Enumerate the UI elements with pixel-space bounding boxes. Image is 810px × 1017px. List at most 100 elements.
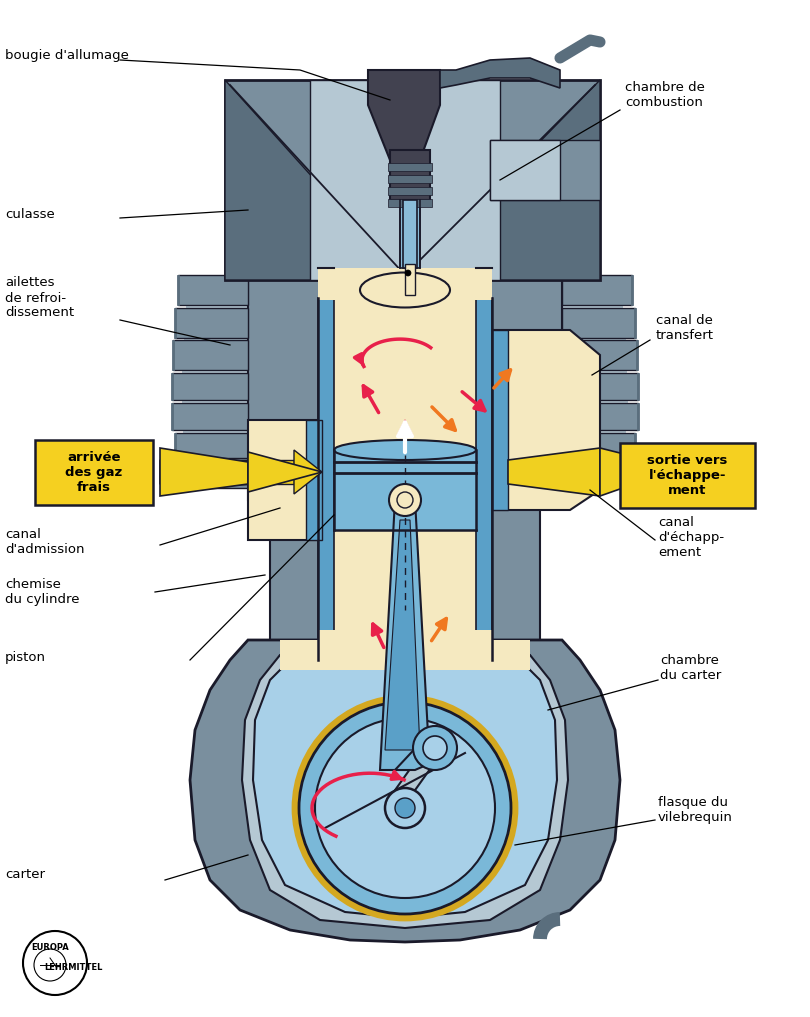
Circle shape [299,702,511,914]
Polygon shape [294,450,322,494]
Text: chemise
du cylindre: chemise du cylindre [5,578,79,606]
Polygon shape [172,373,248,400]
Bar [620,443,755,508]
Text: carter: carter [5,869,45,882]
Polygon shape [440,58,560,88]
Circle shape [385,788,425,828]
Text: LEHRMITTEL: LEHRMITTEL [44,962,102,971]
Polygon shape [508,448,600,496]
Polygon shape [368,70,440,160]
Polygon shape [270,490,540,640]
Circle shape [23,931,87,995]
Polygon shape [562,373,638,400]
Polygon shape [182,400,248,403]
Polygon shape [248,452,322,492]
Polygon shape [184,338,248,340]
Polygon shape [178,460,248,488]
Polygon shape [388,163,432,171]
Polygon shape [403,200,417,268]
Text: canal
d'échapp-
ement: canal d'échapp- ement [658,517,724,559]
Polygon shape [242,655,568,928]
Text: bougie d'allumage: bougie d'allumage [5,49,129,61]
Polygon shape [400,200,420,268]
Polygon shape [405,264,415,295]
Polygon shape [172,403,248,430]
Text: piston: piston [5,651,46,663]
Polygon shape [186,305,248,308]
Polygon shape [562,460,632,488]
Circle shape [293,696,517,920]
Text: canal
d'admission: canal d'admission [5,528,84,556]
Polygon shape [175,308,248,338]
Polygon shape [405,80,600,280]
Polygon shape [562,275,632,305]
Polygon shape [562,433,635,458]
Polygon shape [318,268,492,300]
Text: culasse: culasse [5,207,55,221]
Polygon shape [248,420,322,540]
Polygon shape [182,370,248,373]
Polygon shape [306,420,322,540]
Polygon shape [490,140,600,200]
Polygon shape [385,520,420,750]
Polygon shape [183,430,248,433]
Circle shape [397,492,413,508]
Text: sortie vers
l'échappe-
ment: sortie vers l'échappe- ment [647,454,727,497]
Circle shape [423,736,447,760]
Circle shape [395,798,415,818]
Polygon shape [186,458,248,460]
Polygon shape [175,433,248,458]
Polygon shape [388,187,432,195]
Text: canal de
transfert: canal de transfert [656,314,714,342]
Polygon shape [562,305,623,308]
Polygon shape [388,175,432,183]
Polygon shape [380,500,430,770]
Circle shape [315,718,495,898]
Polygon shape [562,308,635,338]
Polygon shape [334,450,476,530]
Polygon shape [160,460,248,484]
Text: EUROPA: EUROPA [31,943,69,952]
Polygon shape [492,330,600,510]
Polygon shape [160,460,294,484]
Polygon shape [393,747,445,793]
Polygon shape [253,660,557,918]
Polygon shape [390,149,430,200]
Polygon shape [490,140,560,200]
Text: arrivée
des gaz
frais: arrivée des gaz frais [66,451,122,494]
Polygon shape [562,370,627,373]
Ellipse shape [334,440,476,460]
Polygon shape [318,630,492,660]
Polygon shape [160,448,248,496]
Polygon shape [318,290,492,660]
Text: flasque du
vilebrequin: flasque du vilebrequin [658,796,733,824]
Polygon shape [310,80,500,280]
Polygon shape [562,430,626,433]
Ellipse shape [360,273,450,307]
Polygon shape [476,298,492,660]
Polygon shape [318,298,334,660]
Circle shape [34,949,66,981]
Text: ailettes
de refroi-
dissement: ailettes de refroi- dissement [5,277,75,319]
Polygon shape [225,80,405,280]
Polygon shape [160,460,248,484]
Circle shape [413,726,457,770]
Polygon shape [225,80,600,280]
Circle shape [405,270,411,276]
Bar [35,440,153,505]
Polygon shape [600,448,680,496]
Polygon shape [562,400,628,403]
Polygon shape [173,340,248,370]
Text: chambre de
combustion: chambre de combustion [625,81,705,109]
Polygon shape [388,199,432,207]
Text: chambre
du carter: chambre du carter [660,654,721,682]
Polygon shape [562,338,626,340]
Polygon shape [190,640,620,942]
Circle shape [389,484,421,516]
Polygon shape [395,740,447,770]
Polygon shape [280,640,530,670]
Polygon shape [492,330,508,510]
Polygon shape [178,275,248,305]
Polygon shape [562,403,638,430]
Polygon shape [562,458,623,460]
